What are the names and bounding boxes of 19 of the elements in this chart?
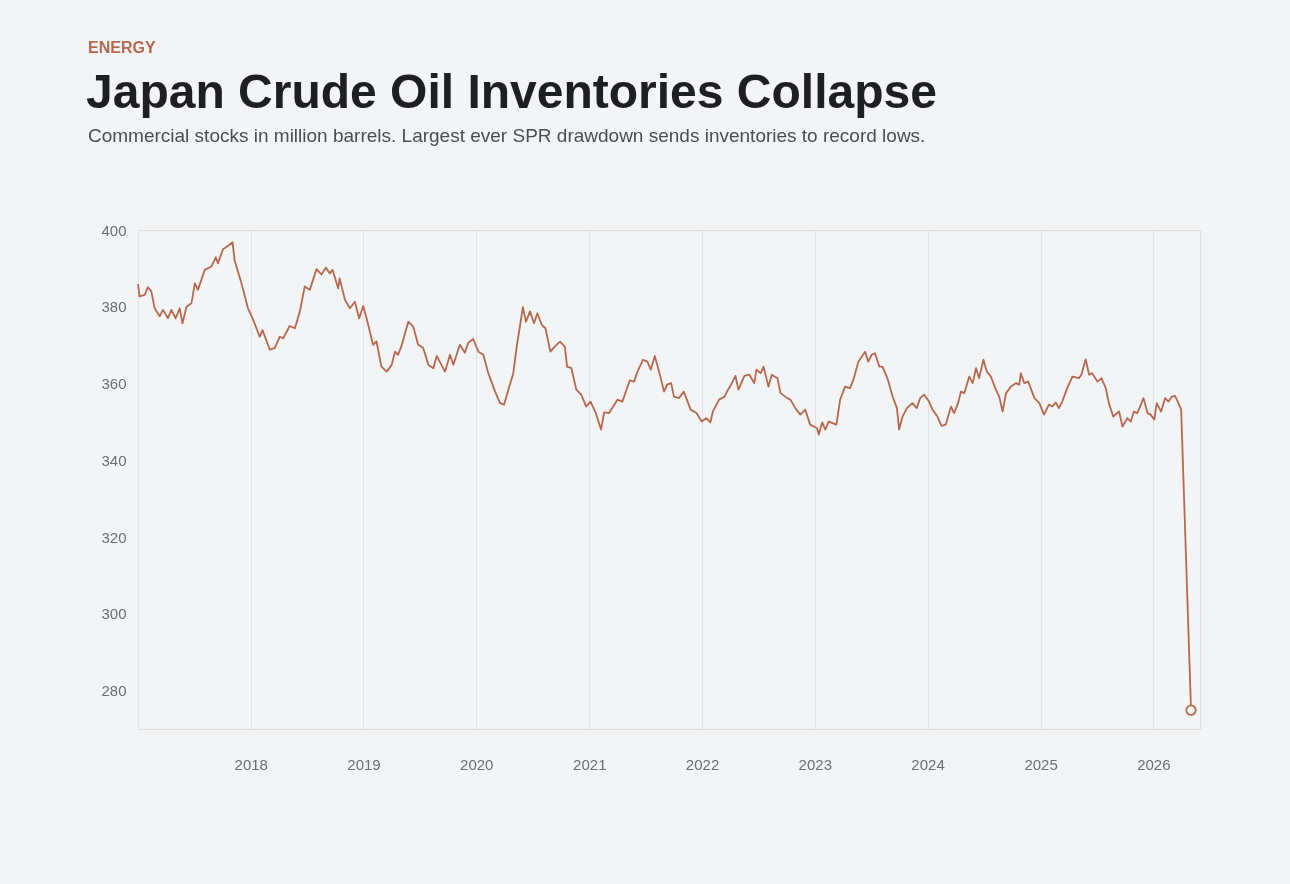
x-tick-label: 2019 [347, 755, 381, 773]
x-tick-label: 2022 [685, 755, 720, 773]
x-tick-label: 2018 [234, 755, 268, 773]
y-tick-label: 280 [101, 682, 127, 700]
y-tick-label: 400 [101, 221, 127, 239]
chart-subtitle: Commercial stocks in million barrels. Largest ever SPR drawdown sends inventories to record lows. [88, 125, 926, 146]
y-tick-label: 320 [101, 528, 127, 546]
y-tick-label: 300 [101, 605, 127, 623]
x-tick-label: 2026 [1137, 755, 1171, 773]
x-tick-label: 2024 [911, 755, 945, 773]
chart-title: Japan Crude Oil Inventories Collapse [86, 65, 937, 118]
y-tick-label: 360 [101, 375, 127, 393]
y-tick-label: 340 [101, 451, 127, 469]
x-tick-label: 2021 [573, 755, 607, 773]
y-tick-label: 380 [101, 298, 127, 316]
x-tick-label: 2025 [1024, 755, 1058, 773]
x-tick-label: 2020 [460, 755, 494, 773]
text: ENERGY [88, 39, 156, 56]
x-tick-label: 2023 [798, 755, 832, 773]
